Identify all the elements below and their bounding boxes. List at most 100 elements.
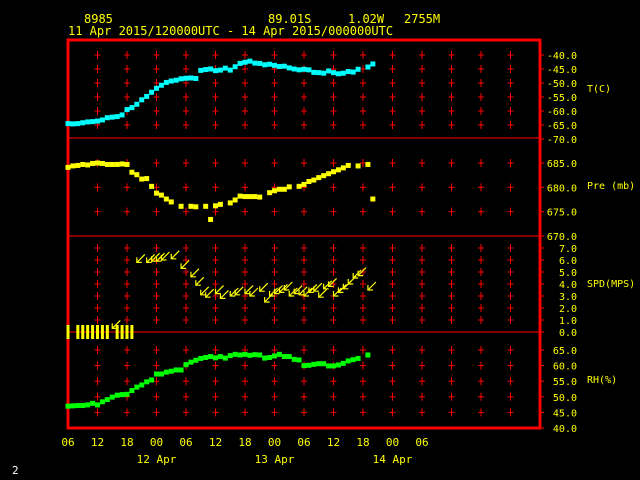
pressure-point (213, 203, 218, 209)
rh-point (114, 392, 120, 398)
temperature-point (267, 61, 273, 67)
temperature-point (154, 85, 159, 91)
pressure-point (149, 183, 155, 189)
rh-point (158, 371, 164, 377)
rh-point (227, 353, 233, 359)
wind-arrow-head (214, 288, 221, 295)
wind-arrow-shaft (259, 282, 269, 292)
y-tick-label: 0.0 (559, 328, 577, 339)
pressure-point (188, 203, 194, 209)
temperature-point (163, 79, 169, 85)
temperature-point (276, 63, 282, 69)
wind-arrow-head (298, 289, 305, 296)
temperature-point (345, 69, 351, 75)
pressure-point (316, 175, 322, 181)
elevation: 2755M (404, 12, 441, 26)
pressure-point (355, 163, 361, 169)
pressure-point (90, 160, 96, 166)
rh-point (291, 356, 297, 362)
rh-point (281, 354, 287, 360)
rh-point (262, 355, 268, 361)
temperature-point (183, 75, 189, 81)
wind-arrow-head (259, 286, 265, 292)
wind-arrow-shaft (205, 288, 215, 298)
wind-arrow-head (303, 291, 309, 297)
temperature-point (119, 112, 125, 118)
x-tick-label: 06 (61, 436, 74, 449)
wind-arrow-head (347, 279, 354, 285)
panel-label-temperature: T(C) (587, 84, 611, 95)
date-label: 14 Apr (373, 453, 413, 466)
pressure-point (252, 194, 258, 200)
wind-arrow-shaft (333, 287, 342, 297)
wind-arrow-shaft (328, 277, 338, 287)
wind-arrow-head (357, 270, 364, 277)
temperature-point (70, 121, 76, 127)
rh-point (95, 402, 100, 408)
rh-point (129, 388, 135, 394)
rh-point (316, 361, 322, 367)
pressure-point (257, 194, 263, 200)
wind-arrow-head (146, 257, 152, 263)
temperature-point (173, 77, 179, 83)
x-tick-label: 18 (356, 436, 369, 449)
temperature-point (252, 60, 258, 66)
temperature-point (355, 66, 361, 72)
temperature-point (144, 93, 150, 99)
y-tick-label: -40.0 (547, 51, 577, 62)
calm-wind-bar (125, 325, 129, 339)
rh-point (306, 362, 312, 368)
rh-point (276, 351, 282, 357)
wind-arrow-shaft (352, 269, 362, 279)
pressure-point (129, 169, 135, 175)
rh-point (124, 391, 130, 397)
wind-arrow-head (288, 291, 295, 297)
y-tick-label: 685.0 (547, 159, 577, 170)
panel-label-wind_speed: SPD(MPS) (587, 279, 635, 290)
temperature-point (306, 67, 312, 73)
wind-arrow-shaft (298, 286, 308, 296)
pressure-point (340, 165, 346, 171)
temperature-point (213, 68, 218, 74)
rh-point (163, 369, 169, 375)
wind-arrow-shaft (318, 288, 328, 298)
wind-arrow-head (160, 255, 167, 261)
wind-arrow-shaft (337, 283, 347, 293)
temperature-point (301, 66, 307, 72)
rh-point (149, 377, 155, 383)
wind-arrow-shaft (180, 259, 190, 269)
temperature-point (326, 68, 332, 74)
wind-arrow-head (268, 291, 275, 297)
pressure-point (158, 192, 164, 198)
wind-arrow-shaft (288, 287, 298, 297)
rh-point (365, 352, 371, 358)
rh-point (154, 371, 159, 377)
wind-arrow-head (352, 273, 359, 279)
y-tick-label: 1.0 (559, 316, 577, 327)
rh-point (208, 354, 214, 360)
wind-arrow-head (195, 280, 201, 286)
temperature-point (203, 67, 209, 73)
rh-point (217, 354, 223, 360)
rh-point (252, 352, 258, 358)
temperature-point (124, 107, 130, 113)
wind-arrow-shaft (195, 276, 205, 286)
temperature-point (222, 65, 228, 71)
temperature-point (95, 118, 100, 124)
pressure-point (247, 194, 253, 200)
temperature-point (242, 59, 248, 65)
pressure-point (75, 162, 81, 168)
y-tick-label: -50.0 (547, 79, 577, 90)
wind-arrow-shaft (269, 287, 279, 297)
rh-point (198, 355, 204, 361)
pressure-point (281, 186, 287, 192)
wind-arrow-shaft (283, 281, 293, 291)
temperature-point (65, 121, 71, 127)
time-range: 11 Apr 2015/120000UTC - 14 Apr 2015/0000… (68, 24, 394, 38)
rh-point (247, 352, 253, 358)
wind-arrow-head (332, 291, 339, 297)
rh-point (311, 361, 317, 367)
y-tick-label: 675.0 (547, 208, 577, 219)
wind-arrow-head (234, 289, 241, 296)
temperature-point (114, 114, 120, 120)
